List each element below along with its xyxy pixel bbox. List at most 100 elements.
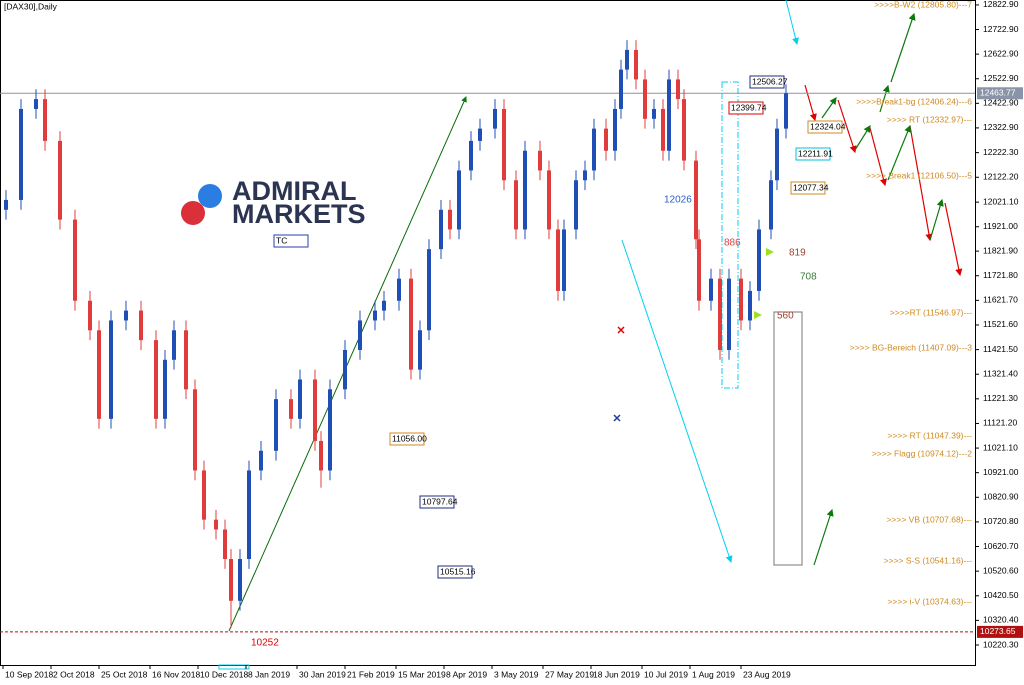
candle-body [439,209,443,250]
y-tick-label: 10320.40 [983,615,1019,625]
x-tick-label: 21 Feb 2019 [347,669,395,679]
candle-body [652,108,656,119]
candle-body [202,470,206,520]
candle-body [469,140,473,171]
signal-arrow [766,248,774,256]
annotation: 12324.04 [810,121,846,131]
candle-body [328,389,332,471]
candle-body [172,330,176,360]
candle-body [358,320,362,350]
annotation: TC [276,235,287,245]
candle-body [97,330,101,419]
candle-body [214,519,218,530]
y-tick-label: 10921.00 [983,467,1019,477]
annotation: 12399.74 [731,102,767,112]
x-tick-label: 10 Jul 2019 [644,669,688,679]
y-tick-label: 11721.80 [983,270,1018,280]
candle-body [163,359,167,419]
path-arrow [804,84,817,122]
x-tick-label: 10 Sep 2018 [5,669,53,679]
x-tick-label: 25 Oct 2018 [101,669,148,679]
candle-body [418,330,422,370]
logo-text: MARKETS [232,199,366,229]
candle-body [643,79,647,119]
candle-body [427,249,431,331]
candle-body [274,399,278,451]
path-arrow [813,508,834,566]
cross-marker [613,414,621,422]
candle-body [604,128,608,151]
candle-body [409,278,413,370]
logo: ADMIRAL MARKETS [181,176,366,229]
candle-body [313,379,317,441]
path-arrow [821,97,837,119]
path-arrow [869,127,887,187]
candle-body [238,559,242,601]
logo-text: ADMIRAL [232,176,356,206]
y-tick-label: 12822.90 [983,0,1019,9]
candle-body [382,300,386,311]
y-tick-label: 11521.60 [983,319,1018,329]
annotation: 10515.16 [440,566,476,576]
level-label: >>>> BG-Bereich (11407.09)---3 [850,342,972,352]
candle-body [718,278,722,350]
candle-body [775,128,779,181]
candle-body [4,199,8,210]
trend-line [228,96,467,632]
candle-body [493,108,497,129]
candle-body [448,209,452,230]
y-tick-label: 12622.90 [983,48,1019,58]
candle-body [538,150,542,171]
x-tick-label: 2 Oct 2018 [53,669,95,679]
signal-arrow [754,311,762,319]
candle-body [769,180,773,230]
candle-body [547,170,551,230]
candle-body [514,180,518,230]
candle-body [592,128,596,171]
candle-body [583,170,587,181]
annotation-box [437,565,473,579]
annotation-box [419,495,455,509]
candle-body [709,278,713,301]
y-tick-label: 10620.70 [983,541,1019,551]
x-tick-label: 10 Dec 2018 [200,669,248,679]
candle-body [784,93,788,129]
candle-body [154,340,158,419]
candle-body [109,320,113,419]
annotation: 12211.91 [798,148,833,158]
annotation-box [749,75,785,89]
target-box [773,311,803,566]
candle-body [757,229,761,291]
candle-body [124,310,128,321]
y-tick-label: 10520.60 [983,565,1019,575]
path-arrow [837,99,857,154]
candle-body [562,229,566,291]
annotation: 10252 [251,638,279,649]
candle-body [397,278,401,301]
y-tick-label: 12422.90 [983,98,1019,108]
annotation: 12077.34 [793,182,829,192]
y-tick-label: 11621.70 [983,295,1018,305]
candle-body [502,108,506,181]
candle-body [139,310,143,341]
candle-body [727,278,731,350]
candle-body [223,529,227,560]
annotation-box [273,234,309,248]
path-arrow [879,84,890,113]
y-tick-label: 11121.20 [983,418,1017,428]
annotation-box [790,181,826,195]
y-tick-label: 12021.10 [983,196,1019,206]
candle-body [34,99,38,109]
level-label: >>>> VB (10707.68)--- [886,514,972,524]
y-tick-label: 10820.90 [983,492,1019,502]
x-tick-label: 30 Jan 2019 [299,669,346,679]
zone-box [721,81,739,389]
x-tick-label: 23 Aug 2019 [743,669,791,679]
candle-body [184,330,188,390]
candle-body [43,99,47,141]
candle-body [229,559,233,601]
annotation: 819 [789,248,806,259]
x-tick-label: 15 Mar 2019 [398,669,446,679]
annotation: 560 [777,311,794,322]
level-label: >>>> S-S (10541.16)--- [884,555,973,565]
